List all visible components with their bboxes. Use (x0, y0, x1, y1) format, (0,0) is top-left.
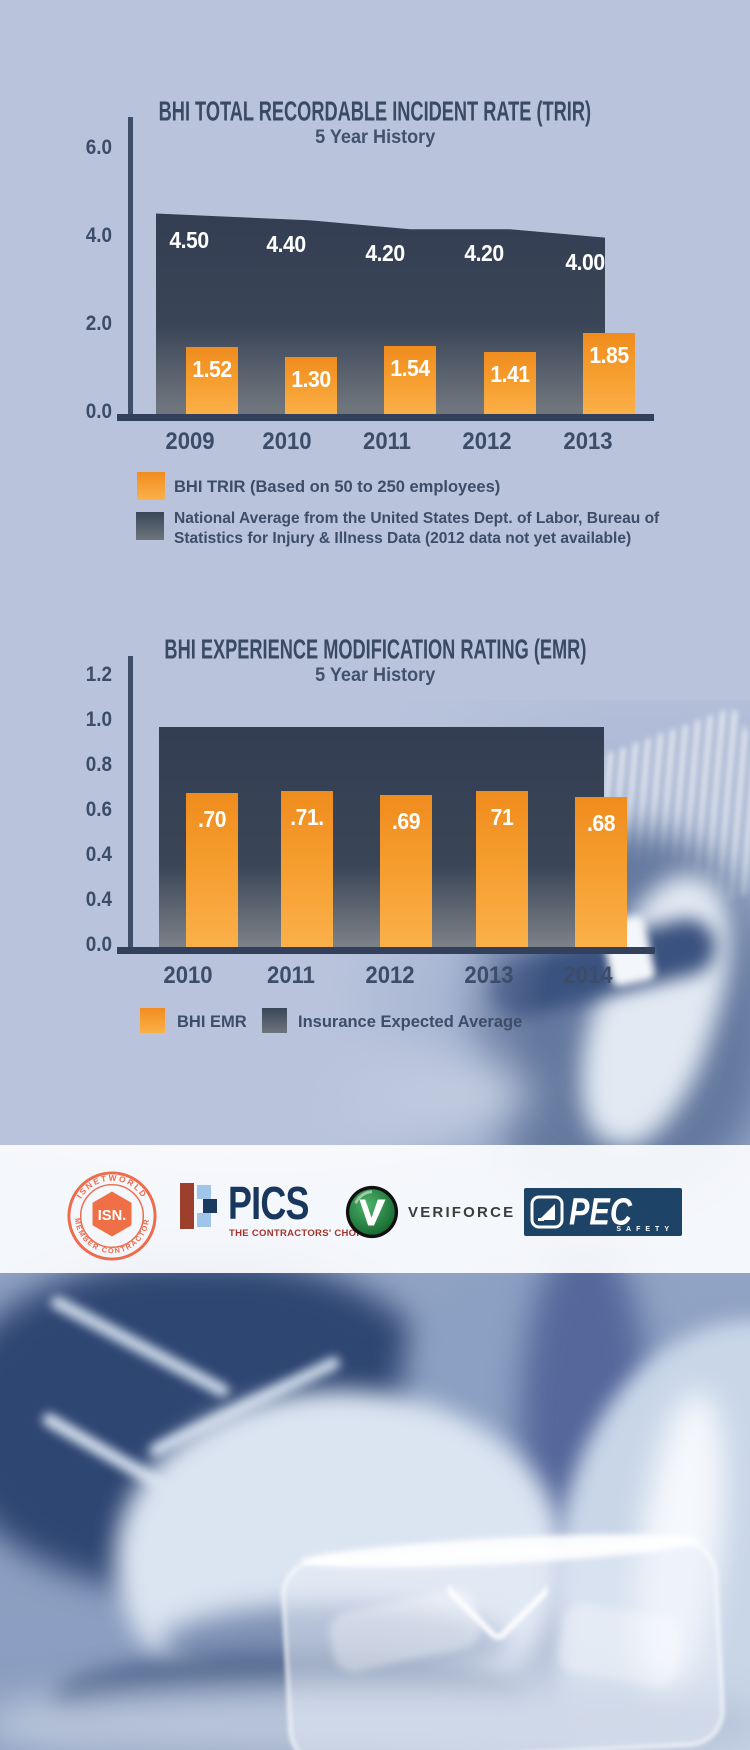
bar-value-label: .71. (290, 804, 324, 830)
bar-value-label: .69 (391, 808, 421, 834)
trir-legend-swatch-orange (137, 472, 165, 500)
value-bar (186, 793, 238, 950)
pics-logo-icon (180, 1183, 217, 1229)
value-bar (186, 347, 238, 417)
x-year-label: 2013 (563, 428, 613, 455)
emr-chart-title: BHI EXPERIENCE MODIFICATION RATING (EMR) (0, 632, 750, 666)
trir-legend-label-bars: BHI TRIR (Based on 50 to 250 employees) (174, 477, 501, 496)
value-bar (583, 333, 635, 417)
y-tick-label: 0.0 (85, 933, 112, 956)
y-tick-label: 6.0 (85, 136, 112, 159)
y-axis-line (128, 117, 133, 421)
x-year-label: 2009 (165, 428, 215, 455)
bar-value-label: 1.30 (291, 366, 331, 392)
isn-hexagon (92, 1191, 132, 1237)
pec-logo-text: PEC (569, 1189, 632, 1233)
y-tick-label: 0.6 (85, 798, 112, 821)
veriforce-logo-icon (345, 1185, 399, 1239)
isn-label: ISN. (98, 1208, 127, 1224)
area-value-label: 4.40 (266, 231, 306, 258)
y-tick-label: 0.8 (85, 753, 112, 776)
x-year-label: 2010 (163, 962, 213, 989)
pec-logo-safety-text: SAFETY (616, 1226, 674, 1233)
x-axis-baseline (117, 414, 654, 421)
trir-legend-label-area: National Average from the United States … (174, 510, 660, 547)
value-bar (281, 791, 333, 950)
trir-chart-title-text: BHI TOTAL RECORDABLE INCIDENT RATE (TRIR… (158, 94, 592, 128)
x-year-label: 2010 (262, 428, 312, 455)
emr-legend-swatch-orange (140, 1008, 165, 1033)
trir-legend-swatch-navy (136, 512, 164, 540)
bar-value-label: .68 (586, 810, 616, 836)
bar-value-label: .70 (197, 806, 227, 832)
y-tick-label: 1.0 (85, 708, 112, 731)
pec-logo: PEC SAFETY (524, 1188, 682, 1236)
bar-value-label: 1.52 (192, 356, 232, 382)
value-bar (476, 791, 528, 950)
y-tick-label: 1.2 (85, 663, 112, 686)
x-year-label: 2012 (462, 428, 512, 455)
bar-value-label: 71 (490, 804, 514, 830)
pics-logo-tagline: THE CONTRACTORS' CHOICE (229, 1228, 374, 1239)
bar-value-label: 1.85 (589, 342, 629, 368)
pics-logo-text: PICS (228, 1177, 309, 1229)
y-tick-label: 0.0 (85, 400, 112, 423)
bar-value-label: 1.41 (490, 361, 530, 387)
trir-chart-subtitle-text: 5 Year History (314, 127, 436, 148)
area-value-label: 4.50 (169, 227, 209, 253)
area-value-label: 4.00 (565, 249, 605, 275)
x-year-label: 2011 (267, 962, 315, 989)
x-year-label: 2014 (563, 962, 613, 989)
emr-chart-subtitle-text: 5 Year History (314, 665, 436, 686)
value-bar (380, 795, 432, 950)
isn-logo: ISNETWORLD MEMBER CONTRACTOR ISN. (67, 1171, 157, 1261)
emr-legend-label-area: Insurance Expected Average (298, 1012, 523, 1031)
y-tick-label: 2.0 (85, 312, 112, 335)
x-year-label: 2013 (464, 962, 514, 989)
trir-chart-subtitle: 5 Year History (0, 128, 750, 148)
veriforce-logo-text: VERIFORCE (408, 1204, 516, 1221)
trir-chart-title: BHI TOTAL RECORDABLE INCIDENT RATE (TRIR… (0, 94, 750, 128)
y-axis-line (128, 656, 133, 954)
value-bar (484, 352, 536, 417)
x-year-label: 2012 (365, 962, 415, 989)
value-bar (384, 346, 436, 417)
emr-chart-subtitle: 5 Year History (0, 666, 750, 686)
y-tick-label: 0.4 (85, 843, 112, 866)
y-tick-label: 4.0 (85, 224, 112, 247)
emr-legend-label-bars: BHI EMR (177, 1012, 247, 1031)
y-tick-label: 0.4 (85, 888, 112, 911)
value-bar (575, 797, 627, 950)
bar-value-label: 1.54 (390, 355, 430, 381)
x-axis-baseline (117, 947, 655, 954)
value-bar (285, 357, 337, 417)
emr-chart-title-text: BHI EXPERIENCE MODIFICATION RATING (EMR) (164, 632, 586, 666)
area-value-label: 4.20 (464, 240, 504, 267)
area-value-label: 4.20 (365, 240, 405, 267)
pec-logo-icon (530, 1195, 564, 1229)
emr-legend-swatch-navy (262, 1008, 287, 1033)
x-year-label: 2011 (363, 428, 411, 455)
